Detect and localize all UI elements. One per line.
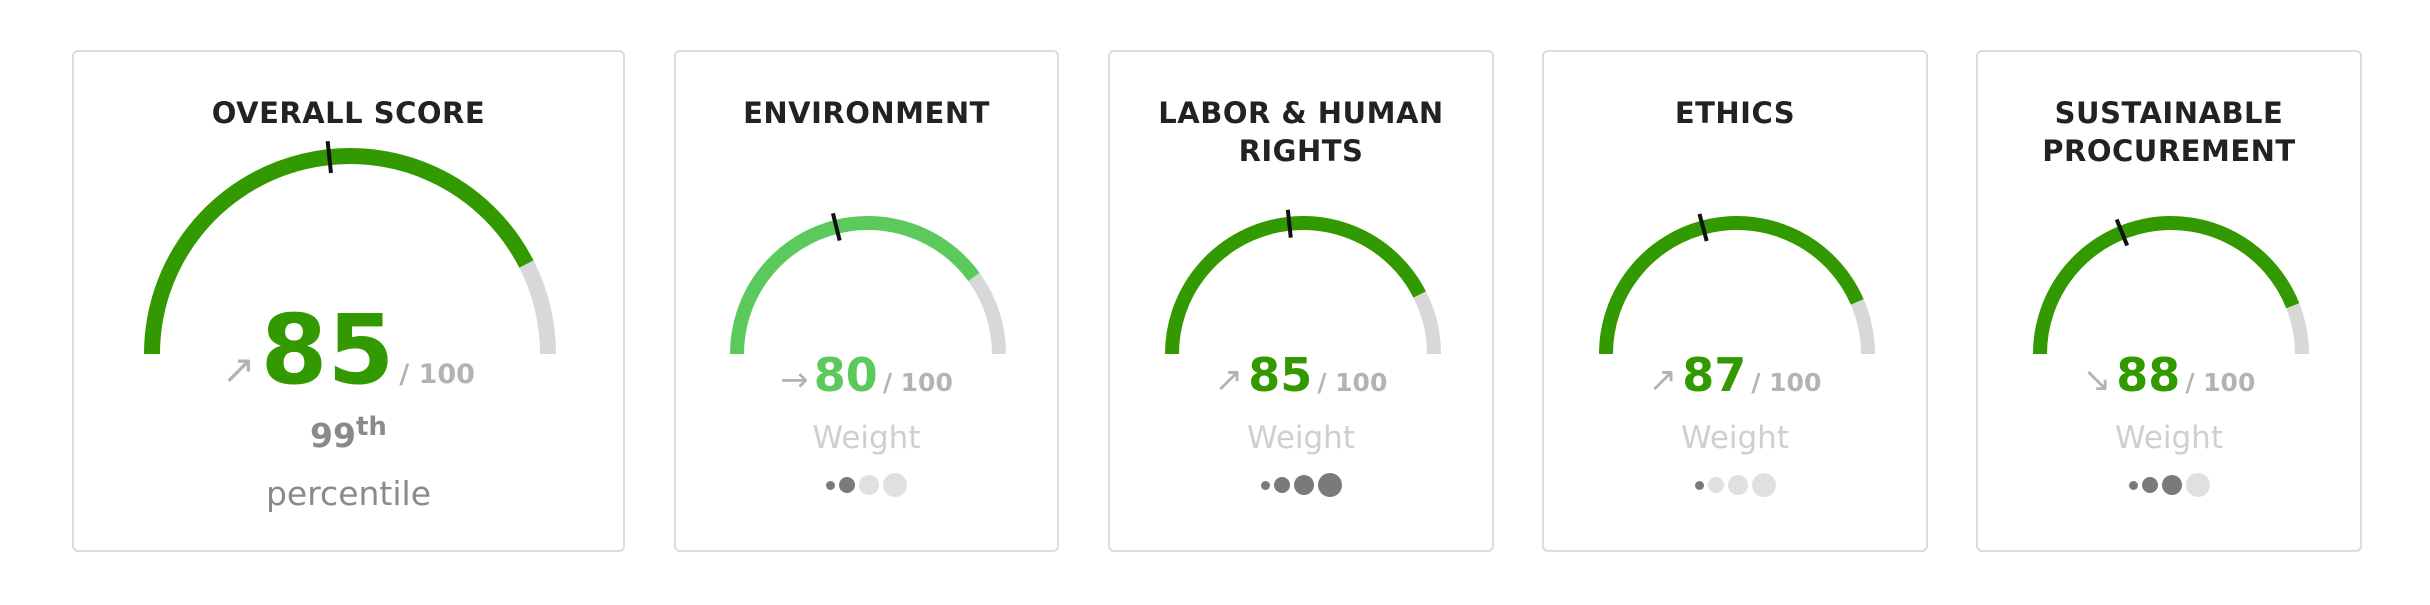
percentile-suffix: th bbox=[355, 412, 387, 442]
category-score-row: ↘ 88 / 100 bbox=[1978, 348, 2360, 402]
category-title: ENVIRONMENT bbox=[743, 96, 990, 130]
gauge-benchmark-marker bbox=[1697, 213, 1709, 242]
category-title: SUSTAINABLE PROCUREMENT bbox=[2042, 96, 2296, 168]
weight-dot bbox=[1707, 477, 1724, 493]
category-score-out-of: / 100 bbox=[2185, 368, 2256, 397]
category-score-out-of: / 100 bbox=[1751, 368, 1822, 397]
category-card-environment: ENVIRONMENT → 80 / 100 Weight bbox=[674, 50, 1059, 552]
category-gauge bbox=[2033, 216, 2309, 355]
category-score-row: ↗ 85 / 100 bbox=[1110, 348, 1492, 402]
weight-dot bbox=[859, 475, 879, 495]
gauge-benchmark-marker bbox=[2114, 218, 2130, 247]
weight-dot bbox=[2141, 477, 2158, 493]
gauge-score-arc bbox=[144, 148, 534, 355]
category-score-row: → 80 / 100 bbox=[676, 348, 1057, 402]
overall-score-title: OVERALL SCORE bbox=[211, 96, 486, 130]
arrow-right-icon: → bbox=[780, 360, 809, 400]
overall-score-gauge bbox=[144, 140, 556, 355]
weight-indicator bbox=[676, 470, 1057, 500]
percentile-label: percentile bbox=[265, 474, 432, 513]
category-card-ethics: ETHICS ↗ 87 / 100 Weight bbox=[1542, 50, 1928, 552]
weight-label: Weight bbox=[812, 420, 921, 456]
gauge-benchmark-marker bbox=[830, 212, 842, 241]
weight-indicator bbox=[1110, 470, 1492, 500]
weight-dot bbox=[826, 480, 835, 490]
category-gauge bbox=[1165, 209, 1441, 355]
gauge-remainder-arc bbox=[1850, 299, 1875, 355]
arrow-up-right-icon: ↗ bbox=[1648, 360, 1678, 400]
weight-dot bbox=[839, 477, 855, 493]
gauge-score-arc bbox=[2033, 216, 2300, 355]
gauge-score-arc bbox=[1165, 216, 1426, 355]
gauge-benchmark-marker bbox=[325, 140, 333, 174]
weight-label: Weight bbox=[2114, 420, 2223, 456]
weight-indicator bbox=[1544, 470, 1926, 500]
weight-indicator bbox=[1978, 470, 2360, 500]
overall-score-value: 85 bbox=[260, 294, 395, 406]
category-score-out-of: / 100 bbox=[1317, 368, 1388, 397]
gauge-remainder-arc bbox=[2286, 303, 2309, 355]
weight-dot bbox=[1293, 475, 1314, 495]
arrow-up-right-icon: ↗ bbox=[222, 347, 256, 393]
gauge-remainder-arc bbox=[1413, 291, 1441, 355]
category-gauge bbox=[1599, 213, 1875, 355]
percentile-number: 99 bbox=[310, 416, 356, 455]
category-gauge bbox=[730, 212, 1006, 355]
weight-dot bbox=[1260, 480, 1270, 490]
category-card-labor-human-rights: LABOR & HUMAN RIGHTS ↗ 85 / 100 Weight bbox=[1108, 50, 1494, 552]
weight-label: Weight bbox=[1680, 420, 1789, 456]
gauge-score-arc bbox=[1599, 215, 1864, 355]
weight-label: Weight bbox=[1246, 420, 1355, 456]
weight-dot bbox=[883, 473, 907, 497]
overall-score-row: ↗ 85 / 100 bbox=[74, 302, 623, 398]
category-score-value: 80 bbox=[813, 348, 878, 402]
arrow-down-right-icon: ↘ bbox=[2082, 360, 2112, 400]
category-score-row: ↗ 87 / 100 bbox=[1544, 348, 1926, 402]
category-title: ETHICS bbox=[1674, 96, 1796, 130]
gauge-score-arc bbox=[730, 216, 980, 355]
category-score-value: 85 bbox=[1248, 348, 1313, 402]
category-card-sustainable-procurement: SUSTAINABLE PROCUREMENT ↘ 88 / 100 Weigh… bbox=[1976, 50, 2362, 552]
arrow-up-right-icon: ↗ bbox=[1214, 360, 1244, 400]
weight-dot bbox=[2185, 473, 2210, 497]
weight-dot bbox=[1751, 473, 1776, 497]
category-score-value: 87 bbox=[1682, 348, 1747, 402]
gauge-remainder-arc bbox=[968, 272, 1006, 355]
category-score-out-of: / 100 bbox=[882, 368, 953, 397]
weight-dot bbox=[1694, 480, 1704, 490]
category-score-value: 88 bbox=[2116, 348, 2181, 402]
weight-dot bbox=[1727, 475, 1748, 495]
overall-score-out-of: / 100 bbox=[399, 359, 475, 390]
percentile-rank: 99th bbox=[74, 412, 623, 455]
weight-dot bbox=[2128, 480, 2138, 490]
weight-dot bbox=[1273, 477, 1290, 493]
weight-dot bbox=[2161, 475, 2182, 495]
gauge-benchmark-marker bbox=[1285, 209, 1293, 238]
overall-score-card: OVERALL SCORE ↗ 85 / 100 99th percentile bbox=[72, 50, 625, 552]
weight-dot bbox=[1317, 473, 1342, 497]
gauge-remainder-arc bbox=[519, 260, 556, 355]
category-title: LABOR & HUMAN RIGHTS bbox=[1158, 96, 1444, 168]
